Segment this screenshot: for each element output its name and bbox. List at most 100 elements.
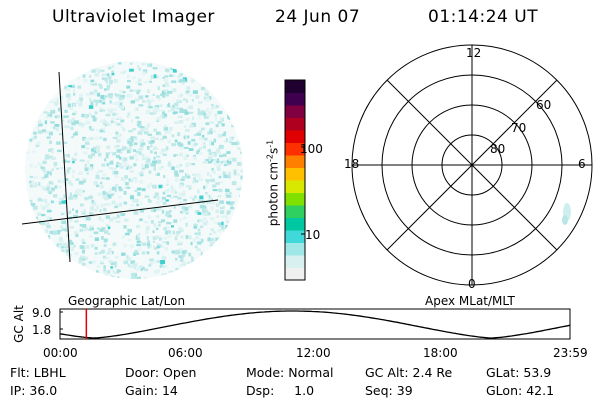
image-pixel bbox=[74, 131, 78, 135]
image-pixel bbox=[68, 210, 72, 214]
image-pixel bbox=[124, 232, 130, 236]
right-panel-label: Apex MLat/MLT bbox=[425, 294, 515, 308]
image-pixel bbox=[147, 89, 151, 93]
image-pixel bbox=[208, 197, 213, 202]
image-pixel bbox=[49, 230, 54, 234]
image-pixel bbox=[200, 212, 205, 216]
image-pixel bbox=[119, 89, 123, 94]
date-label: 24 Jun 07 bbox=[275, 7, 361, 27]
image-pixel bbox=[145, 111, 149, 114]
image-pixel bbox=[177, 241, 183, 244]
image-pixel bbox=[153, 247, 158, 250]
image-pixel bbox=[152, 160, 158, 164]
image-pixel bbox=[107, 190, 111, 194]
image-pixel bbox=[180, 178, 185, 181]
image-pixel bbox=[68, 219, 73, 223]
image-pixel bbox=[155, 207, 161, 211]
image-pixel bbox=[105, 81, 108, 84]
info-glon: GLon: 42.1 bbox=[486, 383, 554, 398]
image-pixel bbox=[75, 188, 79, 193]
image-pixel bbox=[197, 231, 201, 236]
image-pixel bbox=[149, 244, 152, 248]
image-pixel bbox=[30, 163, 33, 168]
image-pixel bbox=[33, 131, 37, 135]
image-pixel bbox=[40, 185, 45, 189]
image-pixel bbox=[106, 122, 110, 127]
image-pixel bbox=[137, 124, 142, 128]
image-pixel bbox=[184, 249, 188, 254]
image-pixel bbox=[147, 133, 152, 136]
image-pixel bbox=[131, 277, 134, 279]
info-mode: Mode: Normal bbox=[246, 365, 334, 380]
image-pixel bbox=[129, 142, 133, 146]
colorbar-segment bbox=[285, 155, 305, 168]
image-pixel bbox=[116, 203, 120, 207]
image-pixel bbox=[87, 154, 93, 159]
image-pixel bbox=[192, 197, 195, 201]
image-pixel bbox=[126, 149, 131, 154]
image-pixel bbox=[107, 194, 112, 199]
image-pixel bbox=[83, 258, 86, 261]
image-pixel bbox=[106, 108, 111, 112]
image-pixel bbox=[217, 133, 222, 138]
image-pixel bbox=[143, 69, 148, 74]
image-pixel bbox=[156, 251, 160, 255]
image-pixel bbox=[91, 115, 96, 118]
image-pixel bbox=[119, 148, 124, 151]
image-pixel bbox=[95, 102, 98, 107]
image-pixel bbox=[72, 103, 76, 107]
image-pixel bbox=[199, 204, 205, 209]
image-pixel bbox=[184, 125, 187, 128]
image-pixel bbox=[240, 169, 243, 173]
image-pixel bbox=[198, 147, 202, 151]
image-pixel bbox=[35, 144, 40, 148]
image-pixel bbox=[48, 191, 52, 195]
image-pixel bbox=[182, 209, 188, 213]
image-pixel bbox=[210, 104, 214, 107]
image-pixel bbox=[102, 73, 107, 76]
image-pixel bbox=[102, 173, 107, 176]
image-pixel bbox=[99, 209, 102, 213]
image-pixel bbox=[106, 162, 110, 167]
image-pixel bbox=[176, 231, 181, 234]
image-pixel bbox=[148, 101, 152, 106]
image-pixel bbox=[185, 154, 189, 157]
image-pixel bbox=[115, 112, 118, 116]
image-pixel bbox=[88, 112, 92, 117]
image-pixel bbox=[99, 109, 103, 112]
image-pixel bbox=[119, 202, 123, 207]
colorbar-frame bbox=[284, 79, 306, 281]
image-pixel bbox=[156, 227, 159, 230]
image-pixel bbox=[175, 177, 179, 182]
image-pixel bbox=[222, 153, 227, 157]
image-pixel bbox=[78, 171, 83, 176]
image-pixel bbox=[180, 93, 183, 97]
image-pixel bbox=[65, 125, 70, 129]
image-pixel bbox=[116, 139, 121, 143]
image-pixel bbox=[174, 170, 178, 175]
image-pixel bbox=[47, 171, 50, 175]
image-pixel bbox=[78, 257, 84, 262]
image-pixel bbox=[221, 123, 225, 127]
image-pixel bbox=[37, 182, 41, 186]
image-pixel bbox=[62, 242, 68, 247]
image-pixel bbox=[226, 201, 231, 205]
image-pixel bbox=[114, 188, 117, 193]
image-pixel bbox=[122, 160, 125, 163]
image-pixel bbox=[117, 117, 122, 120]
image-pixel bbox=[42, 206, 46, 210]
image-pixel bbox=[203, 144, 205, 147]
image-pixel bbox=[206, 87, 210, 91]
image-pixel bbox=[179, 182, 185, 186]
image-pixel bbox=[106, 87, 110, 91]
info-value: 2.4 Re bbox=[412, 365, 453, 380]
image-pixel bbox=[156, 116, 161, 121]
image-pixel bbox=[107, 109, 111, 113]
image-pixel bbox=[173, 195, 178, 198]
image-pixel bbox=[93, 181, 98, 185]
image-pixel bbox=[77, 76, 80, 80]
image-pixel bbox=[198, 130, 203, 133]
image-pixel bbox=[123, 191, 127, 195]
image-pixel bbox=[195, 236, 199, 239]
image-pixel bbox=[110, 120, 114, 123]
